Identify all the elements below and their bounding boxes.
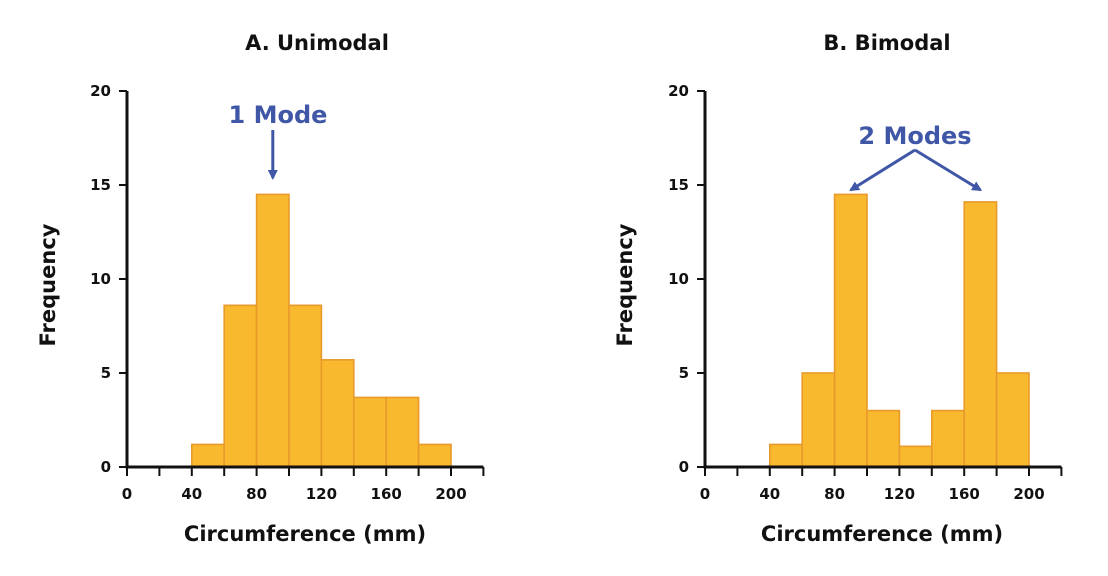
histogram-bar bbox=[801, 372, 836, 468]
chart-title: B. Bimodal bbox=[823, 31, 950, 55]
x-tick-label: 200 bbox=[435, 485, 466, 503]
x-axis-label: Circumference (mm) bbox=[761, 522, 1003, 546]
histogram-bar bbox=[255, 193, 290, 468]
annotation-label: 2 Modes bbox=[858, 122, 971, 150]
y-axis-label: Frequency bbox=[36, 223, 60, 346]
histogram-bar bbox=[898, 445, 933, 468]
x-tick-label: 120 bbox=[306, 485, 337, 503]
bar-group bbox=[768, 193, 1030, 468]
x-tick-label: 200 bbox=[1013, 485, 1044, 503]
x-tick-label: 40 bbox=[181, 485, 202, 503]
bar-group bbox=[191, 193, 452, 468]
histogram-bar bbox=[191, 443, 226, 468]
histogram-bar bbox=[320, 359, 355, 468]
axes: 0 40 80 120 160 200 0 5 10 15 20 bbox=[668, 82, 1063, 503]
axes: 0 40 80 120 160 200 0 5 10 15 20 bbox=[90, 82, 485, 503]
histogram-bar bbox=[223, 304, 258, 468]
x-tick-label: 160 bbox=[949, 485, 980, 503]
x-tick-label: 120 bbox=[884, 485, 915, 503]
histogram-bar bbox=[768, 443, 803, 468]
y-tick-label: 20 bbox=[668, 82, 689, 100]
histogram-bar bbox=[963, 201, 998, 468]
histogram-bar bbox=[385, 396, 420, 468]
histogram-bar bbox=[352, 396, 387, 468]
x-tick-label: 0 bbox=[700, 485, 710, 503]
y-tick-label: 15 bbox=[90, 176, 111, 194]
y-tick-label: 5 bbox=[101, 364, 111, 382]
bimodal-histogram-panel: B. Bimodal Frequency Circumference (mm) … bbox=[613, 31, 1063, 546]
histogram-bar bbox=[866, 409, 901, 468]
histogram-bar bbox=[417, 443, 452, 468]
x-tick-label: 80 bbox=[824, 485, 845, 503]
y-tick-label: 0 bbox=[679, 458, 689, 476]
x-tick-label: 80 bbox=[246, 485, 267, 503]
x-tick-label: 0 bbox=[122, 485, 132, 503]
x-axis-label: Circumference (mm) bbox=[184, 522, 426, 546]
mode-annotation: 2 Modes bbox=[849, 122, 983, 192]
annotation-arrow bbox=[914, 148, 983, 192]
histogram-bar bbox=[833, 193, 868, 468]
annotation-arrow bbox=[849, 148, 916, 192]
y-tick-label: 10 bbox=[668, 270, 689, 288]
histogram-bar bbox=[930, 409, 965, 468]
y-tick-label: 5 bbox=[679, 364, 689, 382]
y-tick-label: 10 bbox=[90, 270, 111, 288]
x-tick-label: 160 bbox=[371, 485, 402, 503]
histogram-bar bbox=[995, 372, 1030, 468]
annotation-label: 1 Mode bbox=[229, 101, 328, 129]
histogram-bar bbox=[288, 304, 323, 468]
unimodal-histogram-panel: A. Unimodal Frequency Circumference (mm)… bbox=[36, 31, 485, 546]
x-tick-label: 40 bbox=[759, 485, 780, 503]
y-tick-label: 15 bbox=[668, 176, 689, 194]
y-axis-label: Frequency bbox=[613, 223, 637, 346]
mode-annotation: 1 Mode bbox=[229, 101, 328, 180]
chart-title: A. Unimodal bbox=[245, 31, 389, 55]
y-tick-label: 0 bbox=[101, 458, 111, 476]
y-tick-label: 20 bbox=[90, 82, 111, 100]
